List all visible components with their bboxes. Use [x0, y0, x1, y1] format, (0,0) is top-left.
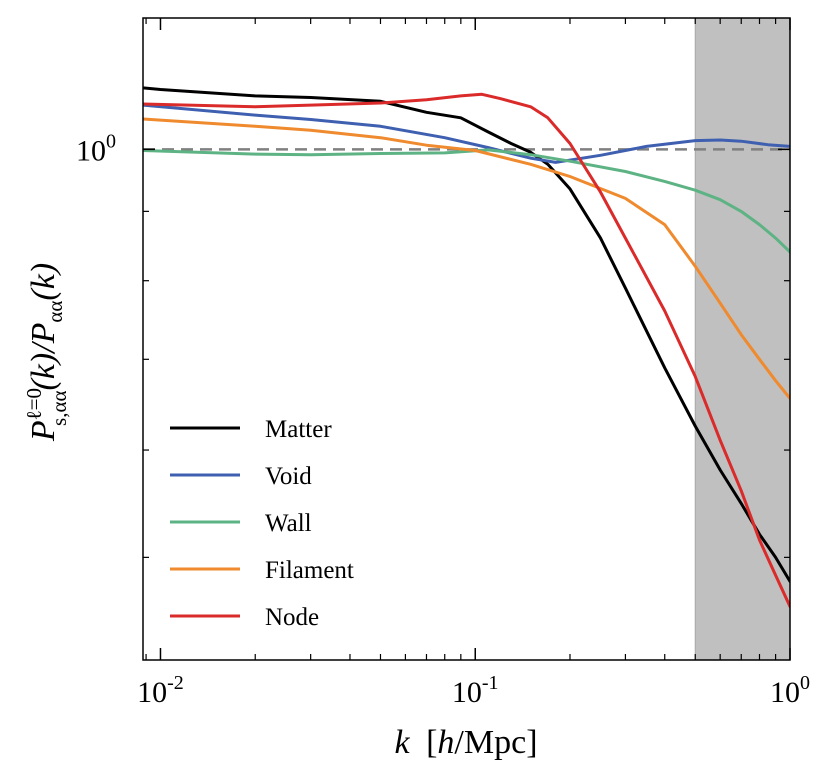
y-tick-label: 100 [76, 130, 116, 167]
axis-ticks [143, 18, 791, 660]
series-line-void [143, 103, 790, 164]
x-tick-label: 100 [770, 672, 810, 709]
legend: Matter Void Wall Filament Node [170, 416, 354, 631]
legend-label-filament: Filament [265, 557, 354, 584]
tick-labels: 10-2 10-1 100 100 [76, 130, 810, 709]
series-line-wall [143, 148, 790, 254]
plot-area [142, 17, 791, 661]
x-axis-label: k [h/Mpc] [394, 724, 537, 761]
legend-label-matter: Matter [265, 416, 332, 443]
series-line-filament [143, 117, 790, 400]
x-tick-label: 10-2 [137, 672, 184, 709]
axes-frame [142, 17, 791, 661]
y-axis-label: Pℓ=0s,αα(k)/Pαα(k) [22, 263, 71, 442]
series-line-matter [143, 86, 790, 583]
legend-label-wall: Wall [265, 510, 312, 537]
series-lines [143, 86, 790, 608]
legend-label-node: Node [265, 604, 319, 631]
legend-label-void: Void [265, 463, 312, 490]
series-line-node [143, 92, 790, 608]
x-tick-label: 10-1 [452, 672, 499, 709]
